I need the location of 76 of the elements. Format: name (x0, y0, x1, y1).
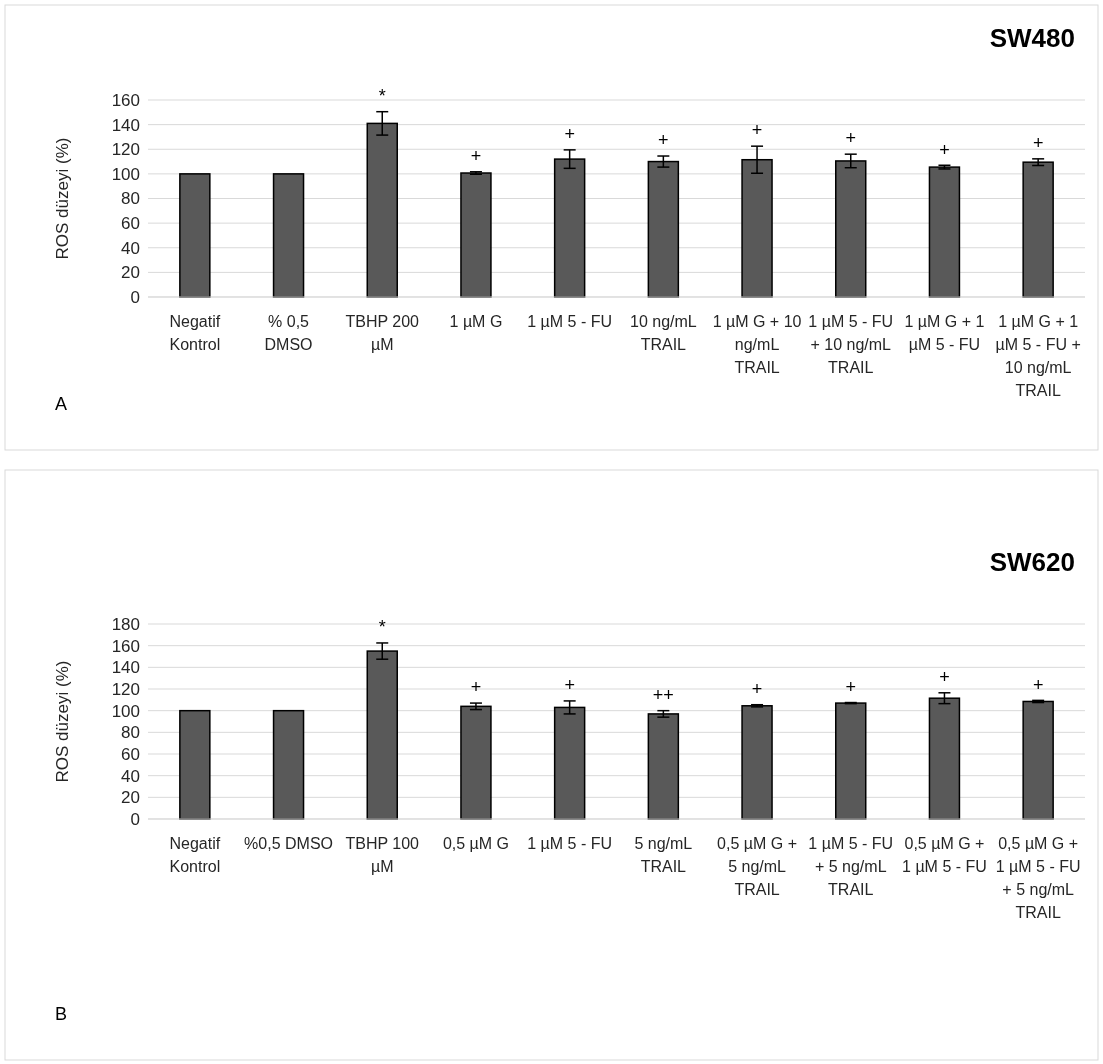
x-tick-label: 0,5 µM G (442, 835, 510, 852)
annotation: + (751, 120, 763, 141)
annotation: + (470, 146, 482, 167)
x-tick-label: 1 µM G + 1 µM 5 - FU + 10 ng/mL TRAIL (995, 313, 1081, 399)
chart-title: SW620 (989, 547, 1075, 577)
annotation: + (751, 679, 763, 700)
bar (460, 172, 492, 298)
bar (272, 709, 305, 820)
chart-title: SW480 (989, 23, 1075, 53)
x-tick-label: Negatif Kontrol (169, 313, 221, 353)
x-tick-label: 1 µM G + 10 ng/mL TRAIL (712, 313, 802, 376)
x-tick-label: 0,5 µM G + 1 µM 5 - FU + 5 ng/mL TRAIL (995, 835, 1081, 921)
x-tick-label: %0,5 DMSO (244, 835, 334, 852)
bar (647, 160, 680, 298)
y-tick-label: 80 (121, 189, 140, 209)
annotation: + (470, 677, 482, 698)
bar (179, 709, 211, 820)
annotation: * (378, 86, 386, 106)
bar (647, 713, 680, 820)
y-tick-label: 160 (111, 636, 140, 656)
y-tick-label: 100 (111, 164, 140, 184)
y-tick-label: 60 (121, 214, 140, 234)
y-tick-label: 80 (121, 723, 140, 743)
bar (179, 173, 211, 298)
text: A (55, 394, 68, 414)
x-tick-label: 1 µM 5 - FU (527, 835, 613, 852)
x-tick-label: 1 µM 5 - FU + 10 ng/mL TRAIL (808, 313, 894, 376)
x-tick-label: 1 µM 5 - FU + 5 ng/mL TRAIL (808, 835, 894, 898)
x-tick-label: Negatif Kontrol (169, 835, 221, 875)
y-tick-label: 180 (111, 614, 140, 634)
x-tick-label: 1 µM 5 - FU (527, 313, 613, 330)
x-tick-label: 0,5 µM G + 5 ng/mL TRAIL (717, 835, 798, 898)
bar (741, 705, 773, 820)
annotation: + (845, 128, 857, 149)
annotation: + (845, 676, 857, 697)
y-tick-label: 40 (121, 766, 140, 786)
x-tick-label: TBHP 100 µM (345, 835, 420, 875)
bar (553, 706, 586, 820)
annotation: + (1032, 133, 1044, 154)
y-tick-label: 40 (121, 238, 140, 258)
bar (272, 173, 305, 298)
x-tick-label: 10 ng/mL TRAIL (629, 313, 697, 353)
annotation: + (564, 124, 575, 145)
y-tick-label: 140 (111, 658, 140, 678)
y-tick-label: 100 (111, 701, 140, 721)
annotation: ++ (652, 684, 674, 705)
y-tick-label: 160 (111, 90, 140, 110)
x-tick-label: 1 µM G (449, 313, 503, 330)
y-tick-label: 60 (121, 744, 140, 764)
y-axis-title: ROS düzeyi (%) (53, 660, 72, 783)
annotation: + (939, 139, 950, 160)
annotation: + (658, 130, 669, 151)
x-tick-label: 1 µM G + 1 µM 5 - FU (904, 313, 985, 353)
x-tick-label: % 0,5 DMSO (264, 313, 313, 353)
annotation: + (564, 675, 575, 696)
text: B (55, 1004, 68, 1024)
x-tick-label: TBHP 200 µM (345, 313, 420, 353)
y-tick-label: 0 (130, 809, 140, 829)
bar (835, 702, 867, 820)
y-tick-label: 140 (111, 115, 140, 135)
bar (928, 166, 961, 298)
x-tick-label: 0,5 µM G + 1 µM 5 - FU (902, 835, 987, 875)
y-tick-label: 120 (111, 679, 140, 699)
bar (928, 697, 961, 820)
y-tick-label: 20 (121, 263, 140, 283)
y-tick-label: 20 (121, 788, 140, 808)
bar (1022, 161, 1054, 298)
annotation: + (939, 667, 950, 688)
y-tick-label: 0 (130, 287, 140, 307)
bar (460, 705, 492, 820)
annotation: + (1032, 674, 1044, 695)
y-tick-label: 120 (111, 140, 140, 160)
bar (1022, 700, 1054, 820)
annotation: * (378, 617, 386, 638)
y-axis-title: ROS düzeyi (%) (53, 137, 72, 260)
x-tick-label: 5 ng/mL TRAIL (634, 835, 693, 875)
